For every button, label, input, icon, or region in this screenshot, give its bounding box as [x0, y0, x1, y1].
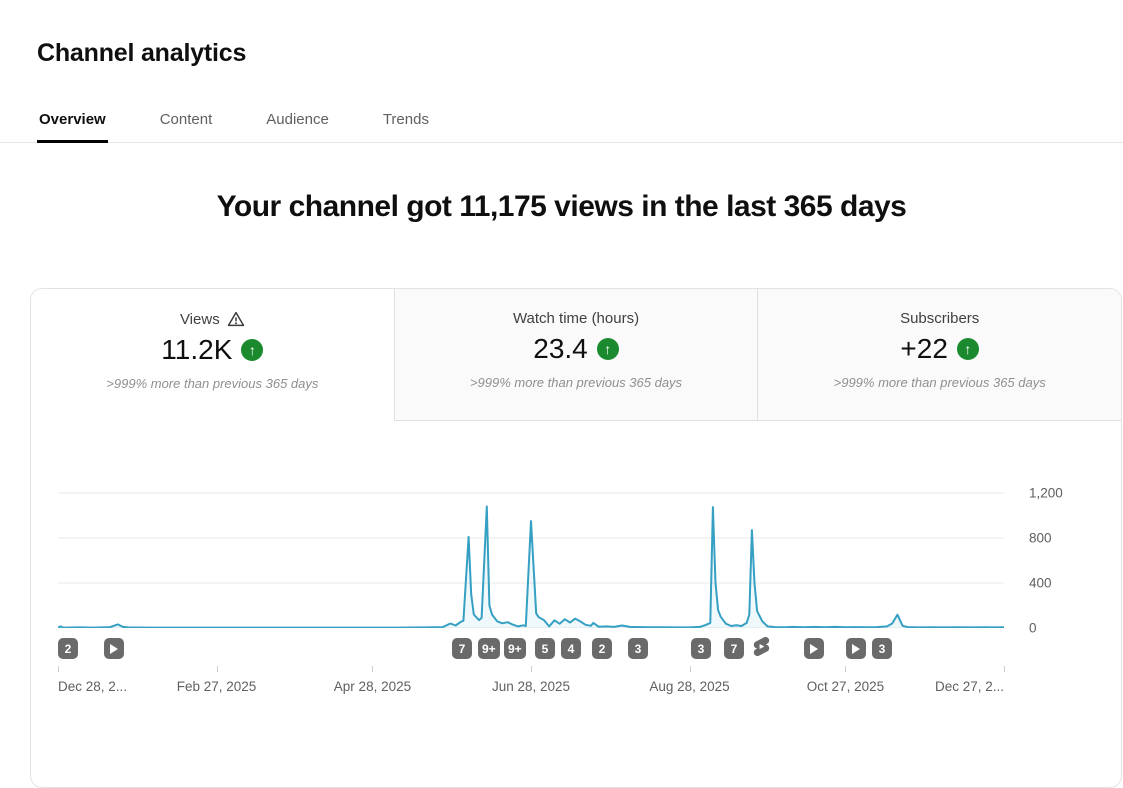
x-axis-label: Oct 27, 2025 — [806, 679, 885, 694]
play-icon — [110, 643, 118, 654]
views-line — [57, 505, 1005, 629]
analytics-tabbar: Overview Content Audience Trends — [0, 96, 1123, 143]
x-axis-tick — [531, 666, 532, 672]
x-axis-tick — [372, 666, 374, 672]
timeline-marker-count[interactable]: 9+ — [478, 638, 500, 659]
play-icon — [852, 643, 860, 654]
x-axis-tick — [845, 666, 847, 672]
timeline-marker-count[interactable]: 3 — [872, 638, 892, 659]
timeline-marker-count[interactable]: 7 — [452, 638, 472, 659]
metric-delta-text: >999% more than previous 365 days — [106, 376, 319, 391]
timeline-marker-count[interactable]: 7 — [724, 638, 744, 659]
timeline-marker-count[interactable]: 4 — [561, 638, 581, 659]
play-icon — [810, 643, 818, 654]
x-axis-tick — [58, 666, 59, 672]
timeline-marker-count[interactable]: 3 — [691, 638, 711, 659]
x-axis-label: Jun 28, 2025 — [491, 679, 571, 694]
timeline-marker-shorts[interactable] — [750, 636, 773, 657]
x-axis-tick — [1004, 666, 1005, 672]
timeline-marker-count[interactable]: 2 — [58, 638, 78, 659]
timeline-marker-video[interactable] — [104, 638, 124, 659]
y-axis-label: 800 — [1029, 530, 1052, 546]
analytics-card: Views 11.2K ↑ >999% more than previous 3… — [30, 288, 1122, 788]
x-axis-tick — [216, 666, 218, 672]
metric-label: Subscribers — [900, 310, 980, 327]
trend-up-icon: ↑ — [241, 339, 264, 361]
x-axis-label: Dec 28, 2... — [58, 679, 128, 694]
metric-card-views[interactable]: Views 11.2K ↑ >999% more than previous 3… — [31, 289, 394, 421]
timeline-marker-count[interactable]: 3 — [628, 638, 648, 659]
metric-card-row: Views 11.2K ↑ >999% more than previous 3… — [31, 289, 1121, 421]
metric-delta-text: >999% more than previous 365 days — [469, 375, 683, 390]
trend-up-icon: ↑ — [596, 338, 619, 360]
tab-overview[interactable]: Overview — [37, 96, 108, 143]
metric-value: 11.2K — [161, 334, 233, 365]
metric-card-watch-time[interactable]: Watch time (hours) 23.4 ↑ >999% more tha… — [393, 289, 758, 421]
metric-label: Views — [179, 310, 220, 328]
x-axis-label: Aug 28, 2025 — [649, 679, 730, 694]
y-axis-label: 0 — [1029, 620, 1037, 636]
metric-delta-text: >999% more than previous 365 days — [833, 375, 1046, 390]
x-axis-tick — [689, 666, 691, 672]
views-area-fill — [58, 506, 1004, 628]
metric-value: +22 — [900, 333, 948, 364]
timeline-marker-count[interactable]: 5 — [535, 638, 555, 659]
x-axis-label: Apr 28, 2025 — [333, 679, 412, 694]
timeline-marker-video[interactable] — [804, 638, 824, 659]
x-axis-label: Dec 27, 2... — [934, 679, 1004, 694]
x-axis-label: Feb 27, 2025 — [176, 679, 257, 694]
warning-icon[interactable] — [227, 310, 245, 328]
page-title: Channel analytics — [37, 38, 247, 67]
views-line-chart-svg — [57, 492, 1005, 629]
metric-label: Watch time (hours) — [512, 310, 640, 327]
tab-audience[interactable]: Audience — [266, 110, 329, 128]
timeline-marker-count[interactable]: 2 — [592, 638, 612, 659]
timeline-marker-count[interactable]: 9+ — [504, 638, 526, 659]
metric-value: 23.4 — [533, 333, 588, 364]
channel-summary-headline: Your channel got 11,175 views in the las… — [216, 190, 907, 223]
tab-content[interactable]: Content — [159, 110, 213, 128]
metric-card-subscribers[interactable]: Subscribers +22 ↑ >999% more than previo… — [757, 289, 1121, 421]
trend-up-icon: ↑ — [956, 338, 979, 360]
y-axis-label: 1,200 — [1029, 485, 1063, 501]
timeline-marker-video[interactable] — [846, 638, 866, 659]
views-line-chart[interactable] — [57, 463, 1005, 629]
tab-trends[interactable]: Trends — [382, 110, 429, 128]
y-axis-label: 400 — [1029, 575, 1052, 591]
